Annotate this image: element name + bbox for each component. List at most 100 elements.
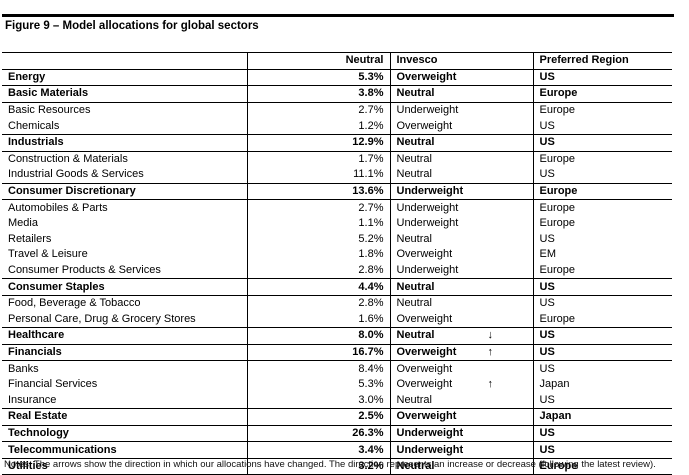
sector-name-cell: Consumer Discretionary — [2, 183, 248, 200]
invesco-stance-cell: Underweight — [390, 199, 534, 216]
sector-name-cell: Automobiles & Parts — [2, 199, 248, 216]
preferred-region-cell: US — [539, 443, 555, 456]
invesco-stance-cell: Neutral — [390, 392, 534, 409]
preferred-region-cell: US — [539, 362, 555, 375]
preferred-region-cell: Japan — [539, 410, 572, 423]
preferred-region-cell: Europe — [539, 104, 575, 117]
table-row: Consumer Discretionary 13.6% Underweight Eu… — [2, 183, 672, 200]
neutral-weight-cell: 13.6% — [247, 183, 391, 200]
neutral-weight-cell: 3.0% — [247, 392, 391, 409]
sector-name-cell: Food, Beverage & Tobacco — [2, 295, 248, 312]
neutral-weight-cell: 3.8% — [247, 85, 391, 103]
sector-name-cell: Media — [2, 215, 248, 232]
sector-name-cell: Energy — [2, 69, 248, 86]
invesco-stance-cell: Overweight — [390, 118, 534, 135]
down-arrow-icon: ↓ — [487, 329, 494, 342]
invesco-stance-cell: Neutral — [390, 151, 534, 168]
table-row: Energy 5.3% Overweight US — [2, 69, 672, 86]
table-row: Real Estate 2.5% Overweight Japan — [2, 408, 672, 426]
invesco-stance-cell: Underweight — [390, 425, 534, 442]
model-allocations-table: Neutral Invesco Preferred Region Energy 5… — [2, 52, 672, 475]
table-row: Financial Services 5.3% Overweight ↑ Japan — [2, 376, 672, 393]
sector-name-cell: Construction & Materials — [2, 151, 248, 168]
table-row: Telecommunications 3.4% Underweight US — [2, 441, 672, 459]
table-row: Construction & Materials 1.7% Neutral Europ… — [2, 151, 672, 168]
neutral-weight-cell: 4.4% — [247, 278, 391, 296]
neutral-weight-cell: 3.4% — [247, 441, 391, 459]
sector-name-cell: Consumer Staples — [2, 278, 248, 296]
neutral-weight-cell: 11.1% — [247, 167, 391, 184]
invesco-stance-cell: Overweight — [390, 247, 534, 263]
neutral-weight-cell: 26.3% — [247, 425, 391, 442]
table-row: Food, Beverage & Tobacco 2.8% Neutral US — [2, 295, 672, 312]
preferred-region-cell: Europe — [539, 152, 575, 165]
header-preferred-region: Preferred Region — [539, 54, 629, 67]
sector-name-cell: Financials — [2, 344, 248, 361]
neutral-weight-cell: 2.7% — [247, 199, 391, 216]
neutral-weight-cell: 16.7% — [247, 344, 391, 361]
sector-name-cell: Retailers — [2, 231, 248, 248]
table-row: Technology 26.3% Underweight US — [2, 425, 672, 442]
preferred-region-cell: US — [539, 393, 555, 406]
neutral-weight-cell: 5.3% — [247, 69, 391, 86]
table-row: Insurance 3.0% Neutral US — [2, 392, 672, 409]
neutral-weight-cell: 1.8% — [247, 247, 391, 263]
invesco-stance-cell: Overweight — [390, 311, 534, 328]
neutral-weight-cell: 5.3% — [247, 376, 391, 393]
sector-name-cell: Chemicals — [2, 118, 248, 135]
sector-name-cell: Insurance — [2, 392, 248, 409]
preferred-region-cell: Europe — [539, 87, 578, 100]
table-row: Industrial Goods & Services 11.1% Neutral U… — [2, 167, 672, 184]
preferred-region-cell: Japan — [539, 378, 570, 391]
invesco-stance-cell: Overweight ↑ — [390, 376, 534, 393]
sector-name-cell: Industrial Goods & Services — [2, 167, 248, 184]
header-neutral: Neutral — [247, 52, 391, 70]
invesco-stance-cell: Underweight — [390, 441, 534, 459]
neutral-weight-cell: 2.5% — [247, 408, 391, 426]
table-row: Banks 8.4% Overweight US — [2, 360, 672, 377]
table-row: Travel & Leisure 1.8% Overweight EM — [2, 247, 672, 263]
sector-name-cell: Telecommunications — [2, 441, 248, 459]
invesco-stance-cell: Overweight — [390, 408, 534, 426]
invesco-stance-cell: Underweight — [390, 262, 534, 279]
header-sector — [2, 52, 248, 70]
invesco-stance-cell: Underweight — [390, 215, 534, 232]
neutral-weight-cell: 1.1% — [247, 215, 391, 232]
preferred-region-cell: EM — [539, 248, 557, 261]
sector-name-cell: Financial Services — [2, 376, 248, 393]
neutral-weight-cell: 1.2% — [247, 118, 391, 135]
preferred-region-cell: US — [539, 70, 555, 83]
preferred-region-cell: Europe — [539, 217, 575, 230]
preferred-region-cell: US — [539, 119, 555, 132]
table-row: Healthcare 8.0% Neutral ↓ US — [2, 327, 672, 345]
preferred-region-cell: Europe — [539, 185, 578, 198]
table-header-row: Neutral Invesco Preferred Region — [2, 52, 672, 70]
preferred-region-cell: US — [539, 426, 555, 439]
preferred-region-cell: US — [539, 329, 555, 342]
header-invesco: Invesco — [390, 52, 534, 70]
neutral-weight-cell: 1.7% — [247, 151, 391, 168]
top-rule-divider — [2, 14, 674, 17]
table-row: Basic Resources 2.7% Underweight Europe — [2, 102, 672, 119]
sector-name-cell: Industrials — [2, 134, 248, 152]
sector-name-cell: Healthcare — [2, 327, 248, 345]
table-row: Consumer Products & Services 2.8% Underwei… — [2, 262, 672, 279]
table-body: Energy 5.3% Overweight US Basic Materials 3.8… — [2, 69, 672, 475]
sector-name-cell: Consumer Products & Services — [2, 262, 248, 279]
table-header: Neutral Invesco Preferred Region — [2, 52, 672, 70]
neutral-weight-cell: 2.7% — [247, 102, 391, 119]
table-row: Media 1.1% Underweight Europe — [2, 215, 672, 232]
neutral-weight-cell: 2.8% — [247, 262, 391, 279]
invesco-stance-cell: Neutral ↓ — [390, 327, 534, 345]
invesco-stance-cell: Neutral — [390, 231, 534, 248]
table-row: Retailers 5.2% Neutral US — [2, 231, 672, 248]
sector-name-cell: Technology — [2, 425, 248, 442]
sector-name-cell: Basic Resources — [2, 102, 248, 119]
sector-name-cell: Personal Care, Drug & Grocery Stores — [2, 311, 248, 328]
sector-name-cell: Banks — [2, 360, 248, 377]
table-row: Consumer Staples 4.4% Neutral US — [2, 278, 672, 296]
table-row: Financials 16.7% Overweight ↑ US — [2, 344, 672, 361]
figure-title: Figure 9 – Model allocations for global … — [5, 20, 259, 32]
invesco-stance-cell: Overweight — [390, 360, 534, 377]
table-row: Personal Care, Drug & Grocery Stores 1.6%… — [2, 311, 672, 328]
